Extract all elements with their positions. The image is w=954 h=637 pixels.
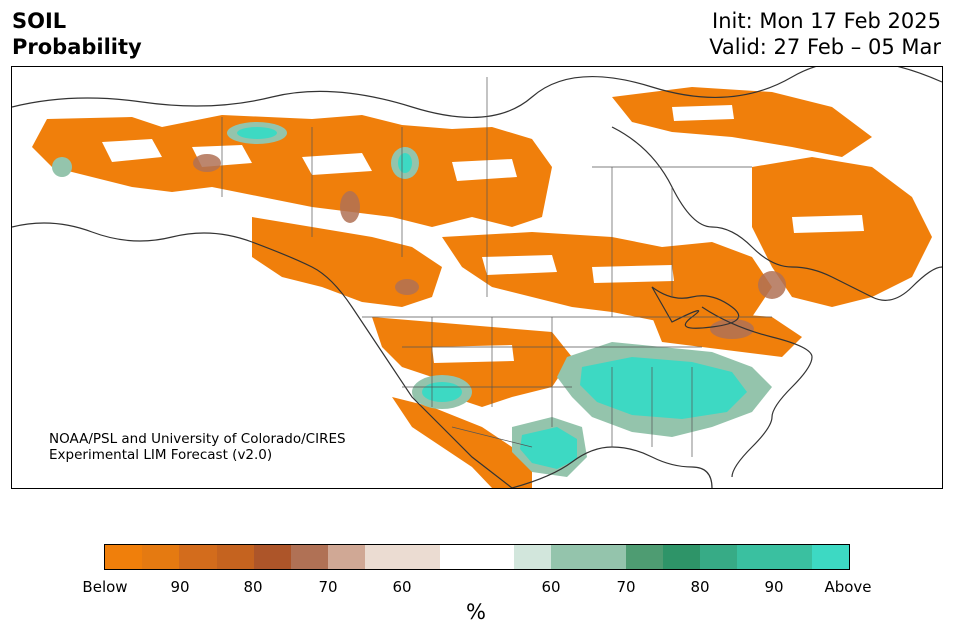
near-normal-regions bbox=[102, 105, 864, 363]
weak-below-regions bbox=[193, 154, 786, 339]
colorbar-swatch bbox=[477, 545, 515, 569]
colorbar-ticks: Below 90 80 70 60 60 70 80 90 Above bbox=[0, 578, 954, 598]
kind-label: Probability bbox=[12, 35, 142, 59]
colorbar-swatch bbox=[402, 545, 440, 569]
colorbar-swatch bbox=[811, 545, 850, 569]
colorbar-tick-label: 80 bbox=[243, 578, 263, 596]
colorbar-tick-label: 60 bbox=[541, 578, 561, 596]
political-borders bbox=[221, 77, 772, 457]
colorbar-swatch bbox=[439, 545, 478, 569]
colorbar-swatch bbox=[142, 545, 180, 569]
colorbar-tick-label: 70 bbox=[616, 578, 636, 596]
colorbar-tick-label: 90 bbox=[764, 578, 784, 596]
colorbar-swatch bbox=[625, 545, 664, 569]
colorbar-swatch bbox=[328, 545, 366, 569]
below-normal-regions bbox=[32, 87, 932, 488]
colorbar-tick-label: 70 bbox=[318, 578, 338, 596]
colorbar-tick-label: 80 bbox=[690, 578, 710, 596]
colorbar-swatch bbox=[551, 545, 589, 569]
coastlines bbox=[12, 67, 942, 488]
credit-line-2: Experimental LIM Forecast (v2.0) bbox=[49, 447, 273, 463]
map-title: SOIL Probability bbox=[12, 8, 142, 60]
colorbar-tick-label: 90 bbox=[170, 578, 190, 596]
colorbar-swatch bbox=[588, 545, 626, 569]
credit-line-1: NOAA/PSL and University of Colorado/CIRE… bbox=[49, 431, 346, 447]
credit-text: NOAA/PSL and University of Colorado/CIRE… bbox=[49, 431, 346, 463]
above-normal-regions bbox=[52, 122, 772, 477]
colorbar-swatch bbox=[179, 545, 217, 569]
colorbar bbox=[104, 544, 850, 570]
colorbar-tick-label: 60 bbox=[392, 578, 412, 596]
colorbar-swatch bbox=[105, 545, 143, 569]
colorbar-swatch bbox=[700, 545, 738, 569]
valid-date: Valid: 27 Feb – 05 Mar bbox=[709, 35, 941, 59]
colorbar-swatch bbox=[774, 545, 812, 569]
colorbar-swatch bbox=[663, 545, 701, 569]
forecast-map bbox=[11, 66, 943, 489]
colorbar-unit: % bbox=[466, 600, 486, 624]
init-date: Init: Mon 17 Feb 2025 bbox=[712, 9, 941, 33]
colorbar-swatch bbox=[514, 545, 552, 569]
colorbar-swatch bbox=[737, 545, 775, 569]
variable-label: SOIL bbox=[12, 9, 67, 33]
colorbar-swatch bbox=[253, 545, 292, 569]
colorbar-swatch bbox=[216, 545, 254, 569]
colorbar-tick-label: Below bbox=[82, 578, 128, 596]
map-canvas bbox=[12, 67, 942, 488]
colorbar-swatch bbox=[291, 545, 329, 569]
colorbar-swatch bbox=[365, 545, 403, 569]
date-info: Init: Mon 17 Feb 2025 Valid: 27 Feb – 05… bbox=[709, 8, 941, 60]
colorbar-tick-label: Above bbox=[824, 578, 872, 596]
